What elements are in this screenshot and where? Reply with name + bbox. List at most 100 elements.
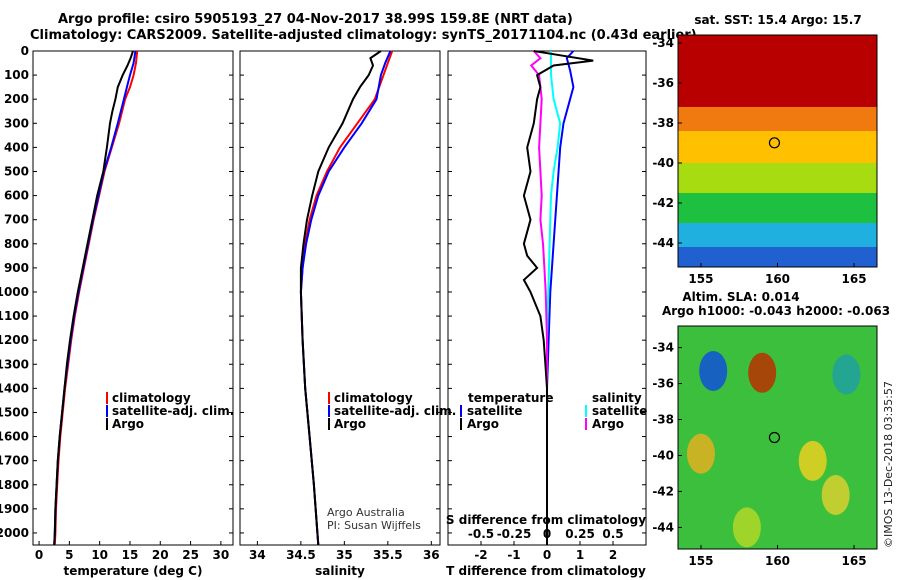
salinity-panel-frame: [239, 50, 441, 546]
map-x-tick-label: 160: [765, 554, 790, 568]
legend-satellite-label: satellite-adj. clim.: [112, 404, 234, 418]
map-y-tick-label: -36: [652, 377, 674, 391]
sst-band: [678, 223, 877, 247]
salinity-xlabel: salinity: [315, 564, 365, 578]
x-tick-label: 0: [35, 548, 43, 562]
sla-eddy: [686, 433, 715, 474]
sla-eddy: [748, 352, 777, 393]
temperature-panel-frame: [32, 50, 234, 546]
x-tick-label: 1: [576, 548, 584, 562]
sst-band: [678, 35, 877, 107]
depth-tick-label: 200: [4, 92, 29, 106]
sst-map: 155 160 165 -34 -36 -38 -40 -42 -44: [652, 34, 878, 286]
legend-climatology-label: climatology: [112, 391, 191, 405]
depth-tick-label: 1900: [0, 502, 29, 516]
map-x-tick-label: 160: [765, 272, 790, 286]
imos-credit: ©IMOS 13-Dec-2018 03:35:57: [882, 381, 895, 548]
depth-tick-label: 400: [4, 140, 29, 154]
salinity-climatology-line: [299, 50, 394, 546]
x-tick-label: -0.5: [468, 527, 494, 541]
depth-tick-label: 800: [4, 237, 29, 251]
depth-tick-label: 1000: [0, 285, 29, 299]
depth-tick-label: 1200: [0, 333, 29, 347]
legend-argo-label: Argo: [112, 417, 144, 431]
map-x-tick-label: 165: [842, 272, 867, 286]
legend-t-satellite-label: satellite: [467, 404, 522, 418]
map-y-tick-label: -42: [652, 196, 674, 210]
x-tick-label: 10: [91, 548, 108, 562]
x-tick-label: 0.25: [565, 527, 595, 541]
map-x-tick-label: 155: [688, 554, 713, 568]
sst-band: [678, 247, 877, 267]
temperature-xlabel: temperature (deg C): [64, 564, 203, 578]
map-y-tick-label: -38: [652, 116, 674, 130]
sla-map-title: Altim. SLA: 0.014: [682, 290, 799, 304]
x-tick-label: -0.25: [497, 527, 532, 541]
depth-tick-label: 0: [21, 44, 29, 58]
map-y-tick-label: -44: [652, 236, 674, 250]
depth-tick-label: 2000: [0, 526, 29, 540]
legend-t-argo-label: Argo: [467, 417, 499, 431]
x-tick-label: 5: [65, 548, 73, 562]
x-tick-label: 20: [152, 548, 169, 562]
map-y-tick-label: -38: [652, 413, 674, 427]
legend-temperature-heading: temperature: [468, 391, 553, 405]
x-tick-label: 36: [423, 548, 440, 562]
x-tick-label: 30: [213, 548, 230, 562]
map-content: [678, 35, 877, 267]
plot-title-line1: Argo profile: csiro 5905193_27 04-Nov-20…: [58, 12, 573, 27]
x-tick-label: 35.5: [373, 548, 403, 562]
legend-satellite-label: satellite-adj. clim.: [334, 404, 456, 418]
salinity-argo-line: [299, 50, 382, 546]
depth-tick-label: 1800: [0, 478, 29, 492]
sst-map-title: sat. SST: 15.4 Argo: 15.7: [694, 13, 861, 27]
legend-salinity-heading: salinity: [592, 391, 642, 405]
argo-position-marker: [768, 431, 781, 444]
legend-s-satellite-label: satellite: [592, 404, 647, 418]
depth-tick-label: 1300: [0, 357, 29, 371]
map-y-tick-label: -44: [652, 520, 674, 534]
legend-s-argo-label: Argo: [592, 417, 624, 431]
difference-legend: temperature satellite Argo salinity sate…: [460, 391, 647, 431]
legend-climatology-label: climatology: [334, 391, 413, 405]
depth-tick-label: 1600: [0, 430, 29, 444]
map-x-tick-label: 155: [688, 272, 713, 286]
map-content: [678, 326, 877, 549]
sla-map: 155 160 165 -34 -36 -38 -40 -42 -44: [652, 325, 878, 568]
temp-diff-argo-line: [522, 50, 594, 545]
depth-tick-label: 1700: [0, 454, 29, 468]
x-tick-label: 15: [122, 548, 139, 562]
depth-tick-label: 1500: [0, 405, 29, 419]
salinity-satellite-line: [299, 50, 392, 546]
map-y-tick-label: -40: [652, 448, 674, 462]
x-tick-label: 35: [336, 548, 353, 562]
t-difference-xlabel: T difference from climatology: [446, 564, 646, 578]
sal-diff-satellite-line: [546, 51, 562, 545]
temperature-climatology-line: [53, 50, 139, 546]
sst-band: [678, 163, 877, 193]
sla-eddy: [821, 475, 850, 516]
salinity-legend: climatology satellite-adj. clim. Argo: [328, 391, 456, 431]
depth-tick-label: 300: [4, 116, 29, 130]
x-tick-label: 0: [543, 548, 551, 562]
plot-title-line2: Climatology: CARS2009. Satellite-adjuste…: [30, 28, 697, 43]
profile-plots: 0100200300400500600700800900100011001200…: [0, 44, 646, 562]
depth-tick-label: 600: [4, 189, 29, 203]
map-y-tick-label: -34: [652, 36, 674, 50]
map-y-tick-label: -42: [652, 484, 674, 498]
sla-map-subtitle: Argo h1000: -0.043 h2000: -0.063: [662, 304, 890, 318]
map-y-tick-label: -40: [652, 156, 674, 170]
sla-eddy: [732, 507, 761, 548]
depth-tick-label: 1100: [0, 309, 29, 323]
depth-tick-label: 1400: [0, 381, 29, 395]
depth-tick-label: 500: [4, 164, 29, 178]
x-tick-label: 34.5: [286, 548, 316, 562]
temperature-legend: climatology satellite-adj. clim. Argo: [106, 391, 234, 431]
credit-pi: PI: Susan Wijffels: [327, 519, 421, 532]
sla-eddy: [832, 354, 861, 395]
sla-eddy: [798, 440, 827, 481]
legend-argo-label: Argo: [334, 417, 366, 431]
temperature-satellite-line: [53, 50, 137, 546]
map-y-tick-label: -36: [652, 76, 674, 90]
